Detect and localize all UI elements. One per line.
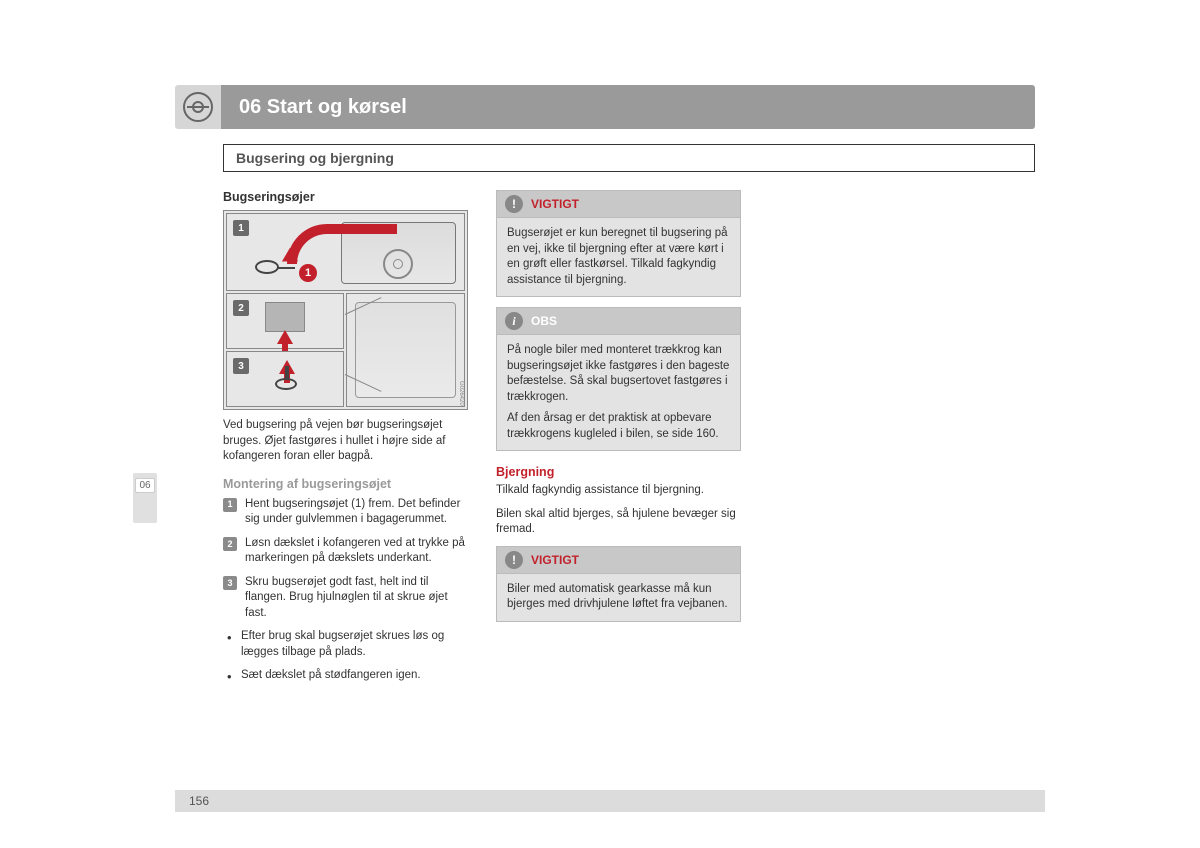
panel-badge-3: 3 (233, 358, 249, 374)
steering-wheel-icon (175, 85, 221, 129)
warning-icon: ! (505, 551, 523, 569)
chapter-title: 06 Start og kørsel (221, 85, 1035, 129)
list-item: Sæt dækslet på stødfangeren igen. (223, 668, 468, 684)
after-use-list: Efter brug skal bugserøjet skrues løs og… (223, 629, 468, 684)
tow-eye-icon (255, 260, 279, 274)
box-body: Bugserøjet er kun beregnet til bugsering… (497, 218, 740, 296)
important-box-1: ! VIGTIGT Bugserøjet er kun beregnet til… (496, 190, 741, 297)
up-arrow-icon (277, 330, 293, 344)
box-label: OBS (531, 314, 557, 328)
box-header: ! VIGTIGT (497, 547, 740, 574)
bumper-cover-icon (265, 302, 305, 332)
chapter-header: 06 Start og kørsel (175, 85, 1035, 129)
intro-paragraph: Ved bugsering på vejen bør bugseringsøje… (223, 418, 468, 465)
box-text: Af den årsag er det praktisk at opbevare… (507, 411, 730, 442)
box-text: Biler med automatisk gearkasse må kun bj… (507, 582, 730, 613)
step-text: Hent bugseringsøjet (1) frem. Det befind… (245, 497, 468, 528)
warning-icon: ! (505, 195, 523, 213)
diagram-code: G026420 (458, 381, 464, 406)
red-arrow-icon (287, 224, 397, 264)
list-item: 3 Skru bugserøjet godt fast, helt ind til… (223, 575, 468, 622)
step-num: 2 (223, 537, 237, 551)
chapter-side-tab: 06 (133, 473, 157, 523)
mounting-steps-list: 1 Hent bugseringsøjet (1) frem. Det befin… (223, 497, 468, 622)
diagram-panel-1: 1 1 (226, 213, 465, 291)
list-item: 2 Løsn dækslet i kofangeren ved at trykke… (223, 536, 468, 567)
side-tab-label: 06 (135, 478, 154, 493)
diagram-panel-2: 2 (226, 293, 344, 349)
note-box: i OBS På nogle biler med monteret trækkr… (496, 307, 741, 451)
box-text: På nogle biler med monteret trækkrog kan… (507, 343, 730, 405)
box-header: ! VIGTIGT (497, 191, 740, 218)
tow-eye-mounted-icon (275, 378, 297, 390)
list-item: 1 Hent bugseringsøjet (1) frem. Det befin… (223, 497, 468, 528)
paragraph: Bilen skal altid bjerges, så hjulene bev… (496, 507, 741, 538)
page-number: 156 (189, 794, 209, 808)
page-number-bar: 156 (175, 790, 1045, 812)
box-body: Biler med automatisk gearkasse må kun bj… (497, 574, 740, 621)
left-column: Bugseringsøjer 1 1 2 3 (223, 190, 468, 692)
important-box-2: ! VIGTIGT Biler med automatisk gearkasse… (496, 546, 741, 622)
towing-eye-diagram: 1 1 2 3 (223, 210, 468, 410)
section-subtitle: Bugsering og bjergning (223, 144, 1035, 172)
heading-montering: Montering af bugseringsøjet (223, 477, 468, 491)
box-label: VIGTIGT (531, 553, 579, 567)
panel-badge-1: 1 (233, 220, 249, 236)
box-label: VIGTIGT (531, 197, 579, 211)
step-text: Skru bugserøjet godt fast, helt ind til … (245, 575, 468, 622)
rear-bumper-illustration (355, 302, 456, 398)
info-icon: i (505, 312, 523, 330)
diagram-panel-3: 3 (226, 351, 344, 407)
box-header: i OBS (497, 308, 740, 335)
heading-bjergning: Bjergning (496, 465, 741, 479)
right-column: ! VIGTIGT Bugserøjet er kun beregnet til… (496, 190, 741, 692)
step-text: Løsn dækslet i kofangeren ved at trykke … (245, 536, 468, 567)
panel-badge-2: 2 (233, 300, 249, 316)
heading-bugseringsojer: Bugseringsøjer (223, 190, 468, 204)
box-body: På nogle biler med monteret trækkrog kan… (497, 335, 740, 450)
page-content: 06 06 Start og kørsel Bugsering og bjerg… (175, 85, 1035, 692)
paragraph: Tilkald fagkyndig assistance til bjergni… (496, 483, 741, 499)
list-item: Efter brug skal bugserøjet skrues løs og… (223, 629, 468, 660)
callout-1: 1 (299, 264, 317, 282)
step-num: 1 (223, 498, 237, 512)
step-num: 3 (223, 576, 237, 590)
diagram-panel-4 (346, 293, 465, 407)
content-columns: Bugseringsøjer 1 1 2 3 (223, 190, 1035, 692)
box-text: Bugserøjet er kun beregnet til bugsering… (507, 226, 730, 288)
